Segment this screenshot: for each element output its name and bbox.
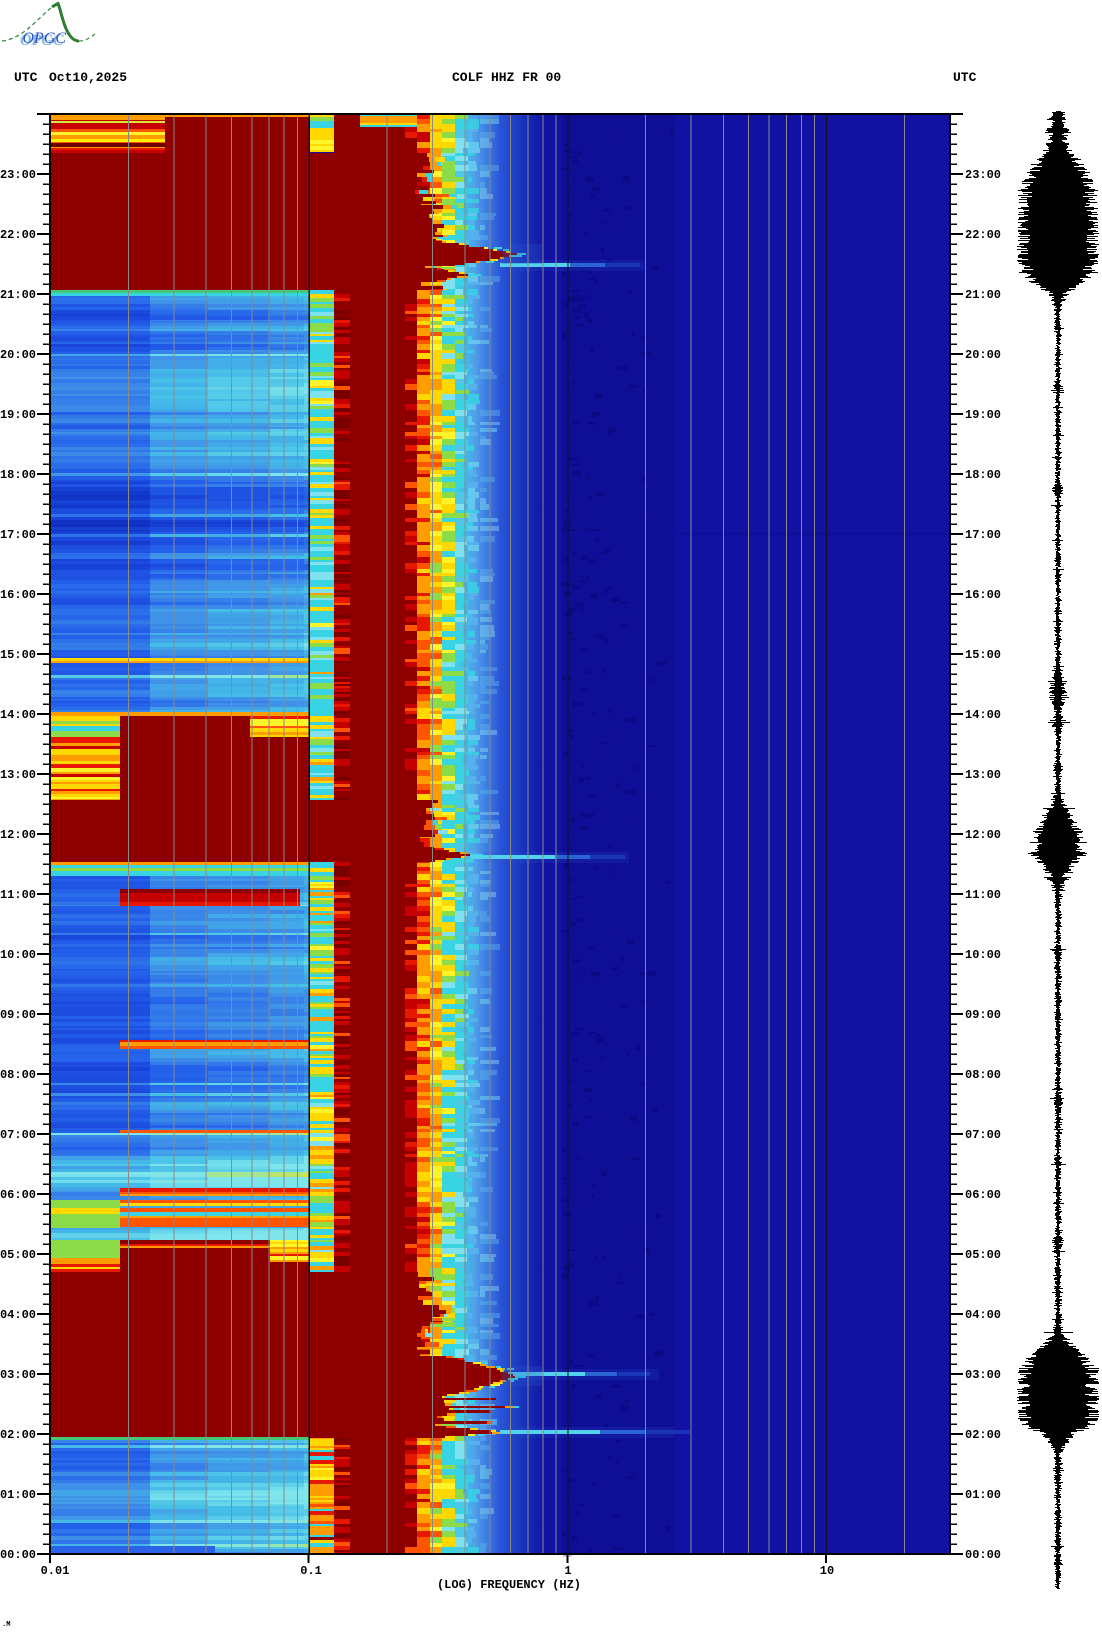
- svg-text:12:00: 12:00: [0, 828, 36, 842]
- svg-text:20:00: 20:00: [0, 348, 36, 362]
- svg-text:OPGC: OPGC: [20, 32, 64, 49]
- svg-text:09:00: 09:00: [0, 1008, 36, 1022]
- svg-text:10:00: 10:00: [0, 948, 36, 962]
- svg-text:07:00: 07:00: [965, 1128, 1001, 1142]
- svg-text:10: 10: [820, 1564, 834, 1578]
- svg-text:14:00: 14:00: [0, 708, 36, 722]
- svg-text:(LOG) FREQUENCY (HZ): (LOG) FREQUENCY (HZ): [437, 1578, 581, 1592]
- svg-text:18:00: 18:00: [965, 468, 1001, 482]
- svg-text:19:00: 19:00: [965, 408, 1001, 422]
- svg-text:13:00: 13:00: [0, 768, 36, 782]
- svg-text:0.01: 0.01: [41, 1564, 70, 1578]
- svg-text:09:00: 09:00: [965, 1008, 1001, 1022]
- svg-text:08:00: 08:00: [965, 1068, 1001, 1082]
- svg-text:00:00: 00:00: [965, 1548, 1001, 1562]
- svg-text:Oct10,2025: Oct10,2025: [49, 70, 127, 85]
- svg-text:16:00: 16:00: [0, 588, 36, 602]
- svg-text:UTC: UTC: [953, 70, 977, 85]
- svg-text:12:00: 12:00: [965, 828, 1001, 842]
- svg-text:20:00: 20:00: [965, 348, 1001, 362]
- svg-text:02:00: 02:00: [965, 1428, 1001, 1442]
- svg-text:17:00: 17:00: [0, 528, 36, 542]
- svg-text:14:00: 14:00: [965, 708, 1001, 722]
- svg-text:02:00: 02:00: [0, 1428, 36, 1442]
- svg-text:15:00: 15:00: [965, 648, 1001, 662]
- svg-text:17:00: 17:00: [965, 528, 1001, 542]
- svg-text:22:00: 22:00: [0, 228, 36, 242]
- svg-text:05:00: 05:00: [965, 1248, 1001, 1262]
- svg-text:06:00: 06:00: [965, 1188, 1001, 1202]
- svg-text:03:00: 03:00: [965, 1368, 1001, 1382]
- svg-text:04:00: 04:00: [965, 1308, 1001, 1322]
- svg-text:22:00: 22:00: [965, 228, 1001, 242]
- svg-text:05:00: 05:00: [0, 1248, 36, 1262]
- svg-text:07:00: 07:00: [0, 1128, 36, 1142]
- svg-text:10:00: 10:00: [965, 948, 1001, 962]
- svg-text:0.1: 0.1: [300, 1564, 322, 1578]
- svg-text:21:00: 21:00: [965, 288, 1001, 302]
- svg-text:11:00: 11:00: [965, 888, 1001, 902]
- svg-text:04:00: 04:00: [0, 1308, 36, 1322]
- svg-text:00:00: 00:00: [0, 1548, 36, 1562]
- svg-text:11:00: 11:00: [0, 888, 36, 902]
- svg-text:UTC: UTC: [14, 70, 38, 85]
- svg-text:15:00: 15:00: [0, 648, 36, 662]
- svg-text:08:00: 08:00: [0, 1068, 36, 1082]
- svg-text:06:00: 06:00: [0, 1188, 36, 1202]
- svg-text:01:00: 01:00: [0, 1488, 36, 1502]
- svg-text:COLF HHZ FR 00: COLF HHZ FR 00: [452, 70, 561, 85]
- svg-text:19:00: 19:00: [0, 408, 36, 422]
- svg-text:23:00: 23:00: [965, 168, 1001, 182]
- svg-text:21:00: 21:00: [0, 288, 36, 302]
- svg-text:OPGC: OPGC: [23, 30, 67, 47]
- svg-text:1: 1: [564, 1564, 571, 1578]
- svg-text:16:00: 16:00: [965, 588, 1001, 602]
- svg-text:03:00: 03:00: [0, 1368, 36, 1382]
- svg-text:18:00: 18:00: [0, 468, 36, 482]
- svg-text:.M: .M: [2, 1621, 10, 1629]
- svg-text:13:00: 13:00: [965, 768, 1001, 782]
- svg-text:23:00: 23:00: [0, 168, 36, 182]
- svg-text:01:00: 01:00: [965, 1488, 1001, 1502]
